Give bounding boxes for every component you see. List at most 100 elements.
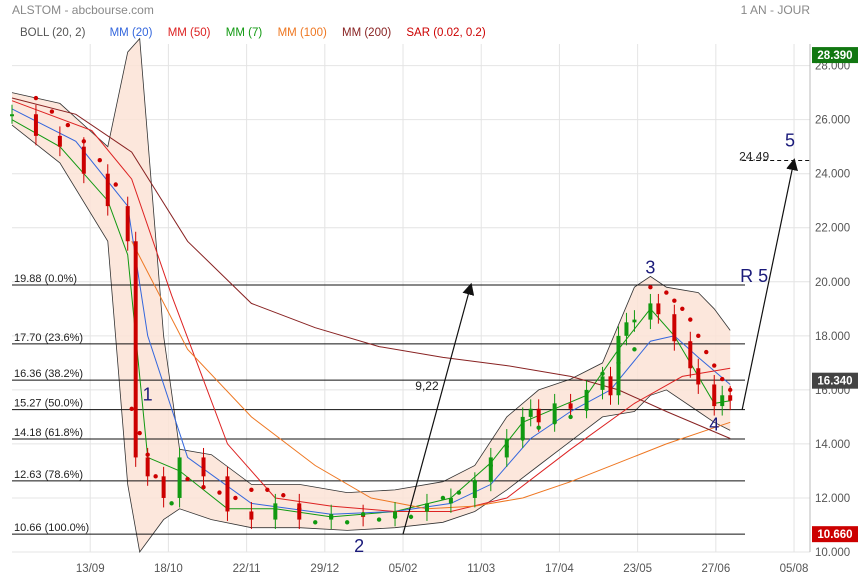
bollinger-upper-line bbox=[11, 37, 731, 494]
sar-dot bbox=[688, 317, 693, 322]
legend-entry: MM (20) bbox=[110, 27, 153, 39]
wave-annotation: 2 bbox=[354, 536, 364, 556]
sar-dot bbox=[49, 109, 55, 114]
x-tick-label: 27/06 bbox=[701, 563, 730, 575]
y-tick-label: 28.000 bbox=[815, 61, 850, 73]
projection-arrows bbox=[402, 158, 810, 535]
period-label: 1 AN - JOUR bbox=[741, 3, 811, 17]
legend-entry: MM (100) bbox=[278, 27, 327, 39]
bollinger-fill bbox=[12, 38, 731, 553]
sar-dot bbox=[472, 479, 478, 484]
sar-dot bbox=[249, 487, 254, 493]
candle-body bbox=[696, 368, 701, 385]
fibonacci-label: 16.36 (38.2%) bbox=[14, 368, 83, 380]
chart-title: ALSTOM - abcbourse.com bbox=[12, 3, 154, 17]
sar-dot bbox=[329, 514, 334, 520]
sar-dot bbox=[153, 474, 158, 479]
candle-body bbox=[568, 403, 573, 409]
candle-body bbox=[57, 135, 62, 147]
sar-dot bbox=[185, 476, 190, 482]
candle-body bbox=[616, 335, 621, 396]
price-badge bbox=[812, 372, 858, 389]
candle-body bbox=[608, 376, 613, 396]
sar-dot bbox=[145, 452, 150, 457]
candle-body bbox=[225, 476, 230, 512]
fibonacci-label: 17.70 (23.6%) bbox=[14, 332, 83, 344]
sar-dot bbox=[424, 503, 430, 509]
x-tick-label: 11/03 bbox=[467, 563, 495, 575]
candle-body bbox=[201, 457, 206, 477]
sar-dot bbox=[504, 444, 509, 449]
y-axis: 10.00012.00014.00016.00018.00020.00022.0… bbox=[809, 44, 850, 559]
sar-dot bbox=[520, 436, 525, 441]
projection-arrow bbox=[741, 158, 798, 410]
sar-dot bbox=[600, 371, 605, 376]
sar-dot bbox=[672, 298, 677, 303]
wave-annotation: 3 bbox=[645, 258, 655, 278]
candle-body bbox=[10, 114, 14, 117]
candle-body bbox=[273, 503, 278, 520]
price-candles bbox=[10, 104, 733, 530]
candle-body bbox=[145, 457, 150, 477]
candle-body bbox=[125, 206, 130, 242]
sar-dot bbox=[344, 520, 350, 525]
candle-body bbox=[81, 146, 86, 174]
sar-dot bbox=[113, 182, 118, 187]
y-tick-label: 14.000 bbox=[815, 439, 850, 451]
x-tick-label: 18/10 bbox=[154, 563, 183, 575]
candle-body bbox=[472, 481, 477, 498]
candle-body bbox=[600, 376, 605, 390]
sar-dot bbox=[137, 430, 142, 436]
y-tick-label: 18.000 bbox=[815, 331, 850, 343]
candle-body bbox=[648, 303, 653, 320]
sar-dot bbox=[281, 493, 286, 498]
y-tick-label: 10.000 bbox=[815, 547, 850, 559]
price-badge-label: 10.660 bbox=[817, 529, 852, 541]
candle-body bbox=[712, 384, 717, 407]
sar-dot bbox=[664, 290, 669, 295]
sar-dot bbox=[704, 349, 709, 355]
candle-body bbox=[448, 497, 453, 504]
candle-body bbox=[656, 303, 661, 315]
sar-dot bbox=[360, 511, 366, 517]
wave-annotation: 9,22 bbox=[415, 379, 439, 393]
wave-annotation: R 5 bbox=[740, 266, 768, 286]
fibonacci-label: 12.63 (78.6%) bbox=[14, 469, 83, 481]
sar-dot bbox=[265, 487, 270, 493]
fibonacci-label: 19.88 (0.0%) bbox=[14, 273, 77, 285]
projection-arrow bbox=[402, 282, 475, 535]
sar-dot bbox=[720, 376, 725, 382]
legend-entry: MM (200) bbox=[342, 27, 391, 39]
price-badges: 28.390 16.340 10.660 bbox=[812, 47, 858, 543]
x-tick-label: 22/11 bbox=[233, 563, 261, 575]
bollinger-lower-line bbox=[11, 124, 731, 553]
sar-dot bbox=[584, 406, 589, 411]
sar-dot bbox=[552, 420, 557, 425]
candle-body bbox=[528, 408, 533, 417]
candle-body bbox=[105, 173, 110, 207]
bollinger-band bbox=[11, 37, 731, 553]
ma-line bbox=[11, 97, 731, 439]
sar-dot bbox=[313, 520, 318, 525]
sar-dot bbox=[65, 122, 71, 128]
indicator-legend: BOLL (20, 2) MM (20) MM (50) MM (7) MM (100)… bbox=[20, 27, 486, 39]
y-tick-label: 26.000 bbox=[815, 115, 850, 127]
candle-body bbox=[133, 241, 138, 458]
y-tick-label: 20.000 bbox=[815, 277, 850, 289]
sar-dot bbox=[392, 514, 398, 520]
sar-dot bbox=[696, 333, 701, 339]
sar-dots bbox=[33, 95, 733, 525]
candle-body bbox=[297, 503, 302, 520]
wave-annotation: 4 bbox=[709, 414, 719, 434]
candle-body bbox=[632, 319, 637, 323]
price-badge bbox=[812, 526, 858, 543]
sar-dot bbox=[233, 495, 238, 501]
candle-body bbox=[249, 511, 254, 520]
candle-body bbox=[177, 457, 182, 498]
price-badge bbox=[812, 47, 858, 64]
sar-dot bbox=[728, 387, 733, 393]
sar-dot bbox=[33, 95, 39, 101]
legend-entry: BOLL (20, 2) bbox=[20, 27, 86, 39]
wave-annotation: 1 bbox=[143, 385, 153, 405]
